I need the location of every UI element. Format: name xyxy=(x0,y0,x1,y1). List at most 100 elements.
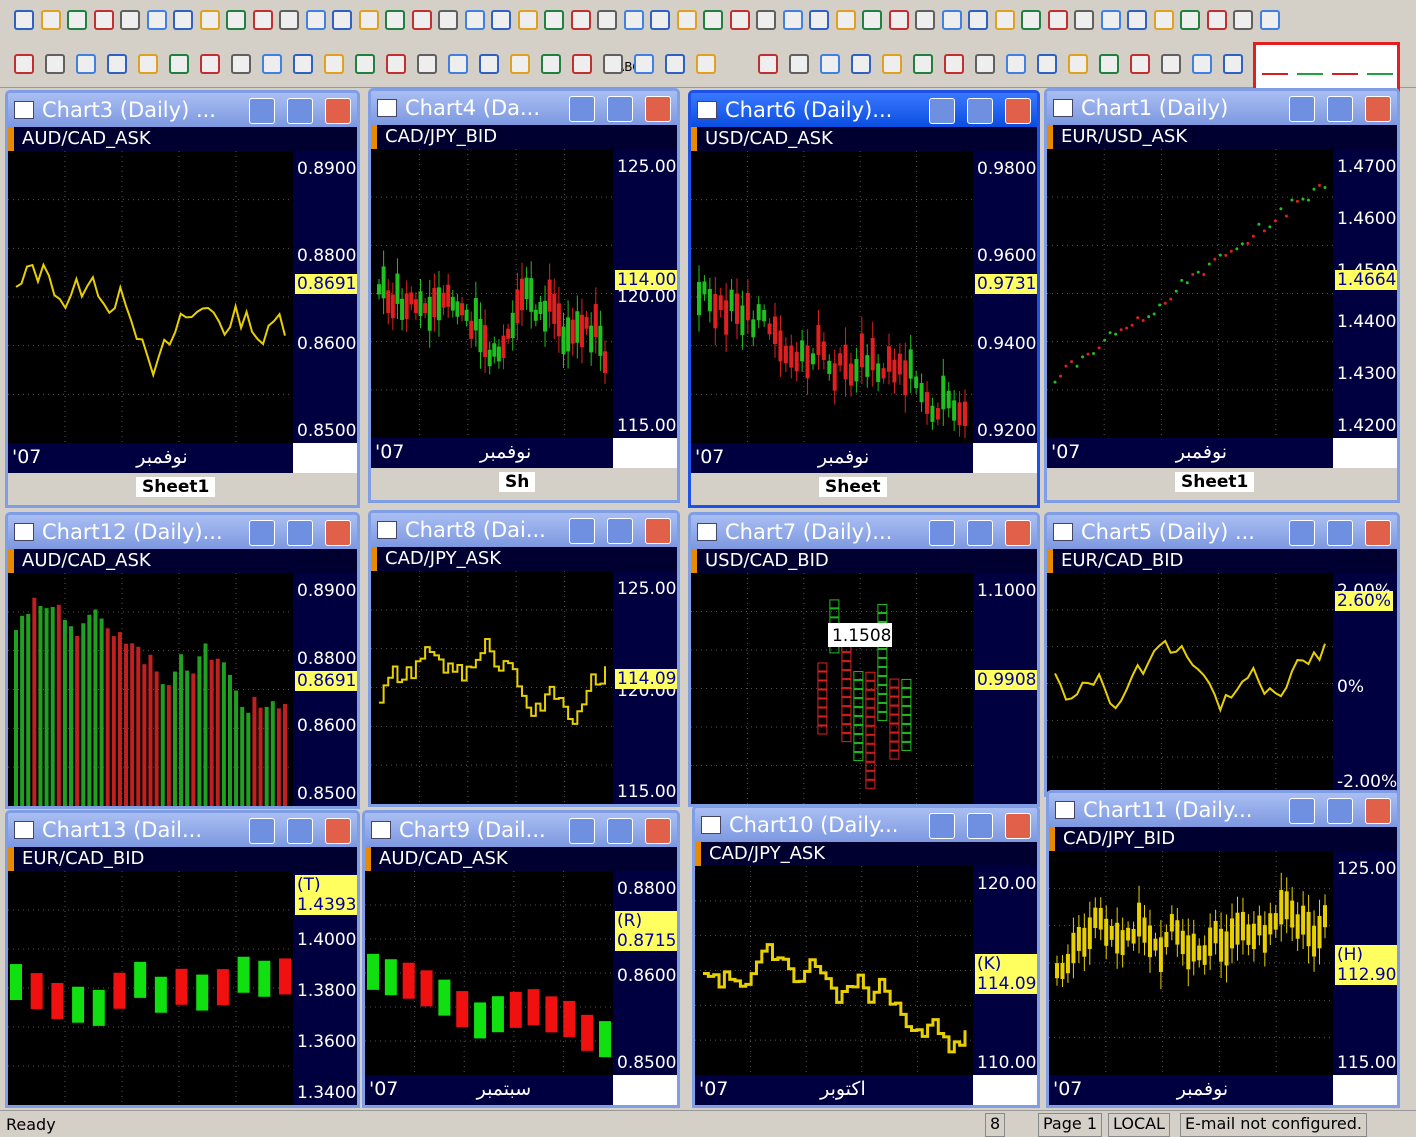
draw-tool-button[interactable] xyxy=(613,438,677,468)
toolbar-button[interactable] xyxy=(888,10,909,30)
toolbar-button[interactable] xyxy=(279,10,299,30)
window-max-button[interactable] xyxy=(967,98,993,124)
toolbar-button[interactable] xyxy=(1223,54,1243,74)
toolbar-button[interactable] xyxy=(1233,10,1253,30)
toolbar-button[interactable] xyxy=(355,54,375,74)
toolbar-button[interactable] xyxy=(665,54,685,74)
draw-tool-button[interactable] xyxy=(973,1075,1037,1105)
chart-type-option[interactable] xyxy=(1367,53,1393,75)
toolbar-button[interactable] xyxy=(120,10,140,30)
window-max-button[interactable] xyxy=(287,520,313,546)
toolbar-button[interactable] xyxy=(1206,10,1227,30)
toolbar-button[interactable] xyxy=(93,10,114,30)
toolbar-button[interactable] xyxy=(464,10,485,30)
toolbar-button[interactable] xyxy=(199,10,220,30)
toolbar-button[interactable] xyxy=(835,10,856,30)
toolbar-button[interactable] xyxy=(570,10,591,30)
chart-type-option[interactable] xyxy=(1262,53,1288,75)
toolbar-button[interactable] xyxy=(448,54,468,74)
toolbar-button[interactable] xyxy=(729,10,750,30)
toolbar-button[interactable] xyxy=(324,54,344,74)
toolbar-button[interactable] xyxy=(756,10,776,30)
window-max-button[interactable] xyxy=(607,96,633,122)
sheet-tab[interactable]: Sheet1 xyxy=(136,477,216,497)
window-max-button[interactable] xyxy=(967,520,993,546)
toolbar-button[interactable] xyxy=(438,10,458,30)
toolbar-button[interactable] xyxy=(231,54,251,74)
window-x-button[interactable] xyxy=(325,98,351,124)
window-max-button[interactable] xyxy=(1327,798,1353,824)
toolbar-button[interactable] xyxy=(758,54,778,74)
toolbar-button[interactable] xyxy=(491,10,511,30)
toolbar-button[interactable] xyxy=(332,10,352,30)
toolbar-button[interactable] xyxy=(67,10,87,30)
toolbar-button[interactable] xyxy=(417,54,437,74)
toolbar-button[interactable] xyxy=(411,10,432,30)
toolbar-button[interactable] xyxy=(200,54,220,74)
toolbar-button[interactable] xyxy=(479,54,499,74)
toolbar-button[interactable] xyxy=(789,54,809,74)
window-max-button[interactable] xyxy=(287,98,313,124)
window-x-button[interactable] xyxy=(645,518,671,544)
toolbar-button[interactable] xyxy=(45,54,65,74)
toolbar-button[interactable] xyxy=(1130,54,1150,74)
sheet-tab[interactable]: Sh xyxy=(499,472,536,492)
toolbar-button[interactable] xyxy=(14,54,34,74)
toolbar-button[interactable] xyxy=(173,10,193,30)
toolbar-button[interactable] xyxy=(676,10,697,30)
draw-tool-button[interactable] xyxy=(1333,1075,1397,1105)
window-x-button[interactable] xyxy=(325,520,351,546)
toolbar-button[interactable] xyxy=(597,10,617,30)
toolbar-button[interactable] xyxy=(696,54,716,74)
window-x-button[interactable] xyxy=(1005,520,1031,546)
window-min-button[interactable] xyxy=(1289,798,1315,824)
toolbar-button[interactable] xyxy=(1180,10,1200,30)
toolbar-button[interactable] xyxy=(1127,10,1147,30)
toolbar-button[interactable] xyxy=(968,10,988,30)
draw-tool-button[interactable] xyxy=(973,443,1037,473)
window-max-button[interactable] xyxy=(607,818,633,844)
window-min-button[interactable] xyxy=(1289,520,1315,546)
toolbar-button[interactable] xyxy=(1192,54,1212,74)
draw-tool-button[interactable] xyxy=(1333,438,1397,468)
toolbar-button[interactable] xyxy=(650,10,670,30)
window-x-button[interactable] xyxy=(645,96,671,122)
toolbar-button[interactable] xyxy=(1037,54,1057,74)
toolbar-button[interactable] xyxy=(603,54,623,74)
toolbar-button[interactable] xyxy=(293,54,313,74)
chart-type-option[interactable] xyxy=(1332,53,1358,75)
window-x-button[interactable] xyxy=(325,818,351,844)
window-min-button[interactable] xyxy=(929,98,955,124)
window-min-button[interactable] xyxy=(1289,96,1315,122)
toolbar-button[interactable] xyxy=(1074,10,1094,30)
window-max-button[interactable] xyxy=(607,518,633,544)
window-min-button[interactable] xyxy=(249,520,275,546)
toolbar-button[interactable] xyxy=(915,10,935,30)
window-min-button[interactable] xyxy=(569,518,595,544)
toolbar-button[interactable] xyxy=(820,54,840,74)
toolbar-button[interactable] xyxy=(169,54,189,74)
toolbar-button[interactable] xyxy=(541,54,561,74)
toolbar-button[interactable] xyxy=(572,54,592,74)
window-min-button[interactable] xyxy=(929,520,955,546)
window-max-button[interactable] xyxy=(967,813,993,839)
toolbar-button[interactable] xyxy=(975,54,995,74)
toolbar-button[interactable] xyxy=(882,54,902,74)
window-min-button[interactable] xyxy=(569,96,595,122)
toolbar-button[interactable] xyxy=(1100,10,1121,30)
toolbar-button[interactable] xyxy=(1153,10,1174,30)
window-x-button[interactable] xyxy=(1005,813,1031,839)
toolbar-button[interactable] xyxy=(358,10,379,30)
window-x-button[interactable] xyxy=(1365,96,1391,122)
toolbar-button[interactable] xyxy=(107,54,127,74)
toolbar-button[interactable] xyxy=(994,10,1015,30)
toolbar-button[interactable] xyxy=(252,10,273,30)
toolbar-button[interactable] xyxy=(385,10,405,30)
sheet-tab[interactable]: Sheet1 xyxy=(1175,472,1255,492)
toolbar-button[interactable] xyxy=(851,54,871,74)
toolbar-button[interactable] xyxy=(809,10,829,30)
toolbar-button[interactable] xyxy=(76,54,96,74)
window-max-button[interactable] xyxy=(1327,96,1353,122)
chart-type-option[interactable] xyxy=(1297,53,1323,75)
toolbar-button[interactable] xyxy=(517,10,538,30)
